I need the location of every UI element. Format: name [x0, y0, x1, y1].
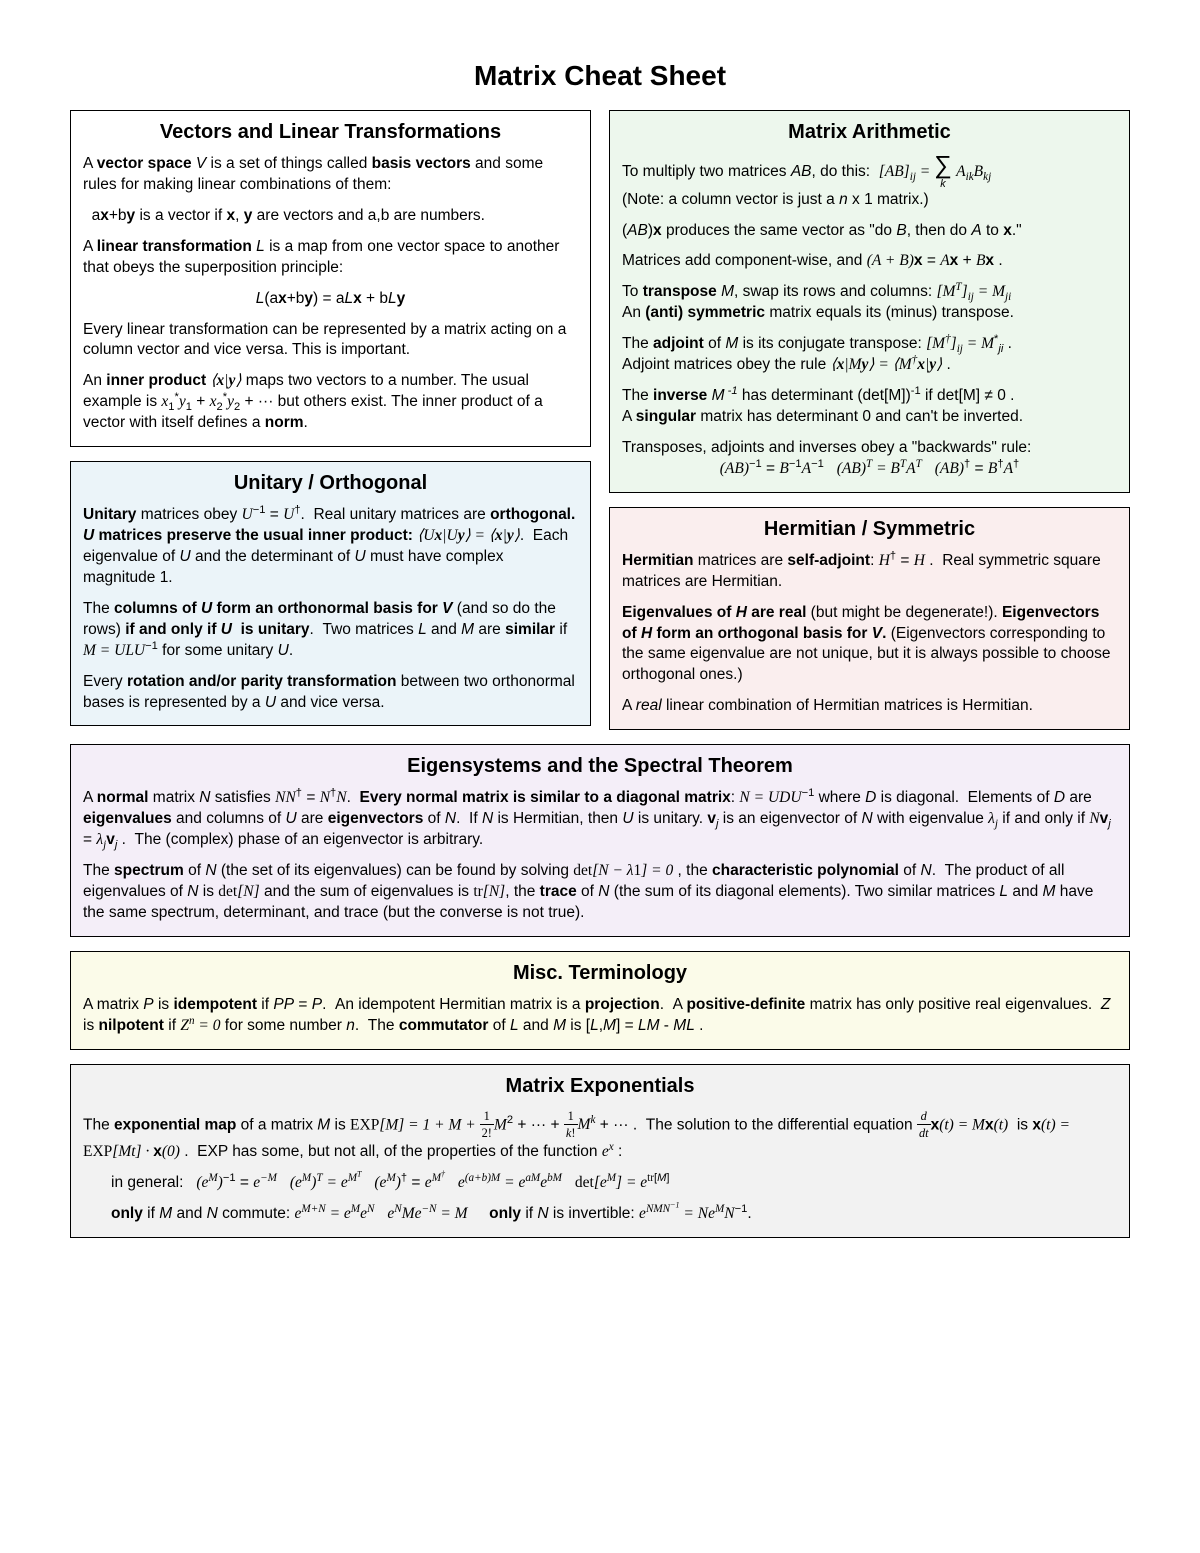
arith-p3: Matrices add component-wise, and (A + B)…	[622, 251, 1117, 272]
vectors-p1: A vector space V is a set of things call…	[83, 154, 578, 196]
box-hermitian: Hermitian / Symmetric Hermitian matrices…	[609, 507, 1130, 730]
misc-p1: A matrix P is idempotent if PP = P. An i…	[83, 995, 1117, 1037]
arith-p5: The adjoint of M is its conjugate transp…	[622, 334, 1117, 376]
box-misc: Misc. Terminology A matrix P is idempote…	[70, 951, 1130, 1050]
arith-p6: The inverse M -1 has determinant (det[M]…	[622, 386, 1117, 428]
herm-p3: A real linear combination of Hermitian m…	[622, 696, 1117, 717]
eigen-p1: A normal matrix N satisfies NN† = N†N. E…	[83, 788, 1117, 851]
arith-p2: (AB)x produces the same vector as "do B,…	[622, 221, 1117, 242]
vectors-eq1: L(ax+by) = aLx + bLy	[83, 289, 578, 310]
vectors-p3: A linear transformation L is a map from …	[83, 237, 578, 279]
box-exponentials: Matrix Exponentials The exponential map …	[70, 1064, 1130, 1238]
page-title: Matrix Cheat Sheet	[70, 60, 1130, 92]
right-column: Matrix Arithmetic To multiply two matric…	[609, 110, 1130, 730]
box-eigen-title: Eigensystems and the Spectral Theorem	[83, 755, 1117, 778]
vectors-p5: An inner product ⟨x|y⟩ maps two vectors …	[83, 371, 578, 434]
box-misc-title: Misc. Terminology	[83, 962, 1117, 985]
box-hermitian-title: Hermitian / Symmetric	[622, 518, 1117, 541]
exp-p3: only if M and N commute: eM+N = eMeN eNM…	[83, 1204, 1117, 1225]
box-arithmetic-title: Matrix Arithmetic	[622, 121, 1117, 144]
two-column-row: Vectors and Linear Transformations A vec…	[70, 110, 1130, 730]
page: Matrix Cheat Sheet Vectors and Linear Tr…	[0, 0, 1200, 1302]
eigen-p2: The spectrum of N (the set of its eigenv…	[83, 861, 1117, 924]
unitary-p1: Unitary matrices obey U−1 = U†. Real uni…	[83, 505, 578, 589]
arith-p7: Transposes, adjoints and inverses obey a…	[622, 438, 1117, 480]
box-vectors-title: Vectors and Linear Transformations	[83, 121, 578, 144]
box-eigensystems: Eigensystems and the Spectral Theorem A …	[70, 744, 1130, 937]
exp-p2: in general: (eM)−1 = e−M (eM)T = eMT (eM…	[83, 1173, 1117, 1194]
box-unitary-title: Unitary / Orthogonal	[83, 472, 578, 495]
vectors-p4: Every linear transformation can be repre…	[83, 320, 578, 362]
box-vectors: Vectors and Linear Transformations A vec…	[70, 110, 591, 447]
herm-p1: Hermitian matrices are self-adjoint: H† …	[622, 551, 1117, 593]
left-column: Vectors and Linear Transformations A vec…	[70, 110, 591, 730]
box-arithmetic: Matrix Arithmetic To multiply two matric…	[609, 110, 1130, 493]
unitary-p2: The columns of U form an orthonormal bas…	[83, 599, 578, 662]
exp-p1: The exponential map of a matrix M is EXP…	[83, 1108, 1117, 1163]
herm-p2: Eigenvalues of H are real (but might be …	[622, 603, 1117, 687]
arith-p4: To transpose M, swap its rows and column…	[622, 282, 1117, 324]
vectors-p2: ax+by is a vector if x, y are vectors an…	[83, 206, 578, 227]
box-exp-title: Matrix Exponentials	[83, 1075, 1117, 1098]
unitary-p3: Every rotation and/or parity transformat…	[83, 672, 578, 714]
box-unitary: Unitary / Orthogonal Unitary matrices ob…	[70, 461, 591, 726]
arith-p1: To multiply two matrices AB, do this: [A…	[622, 154, 1117, 211]
